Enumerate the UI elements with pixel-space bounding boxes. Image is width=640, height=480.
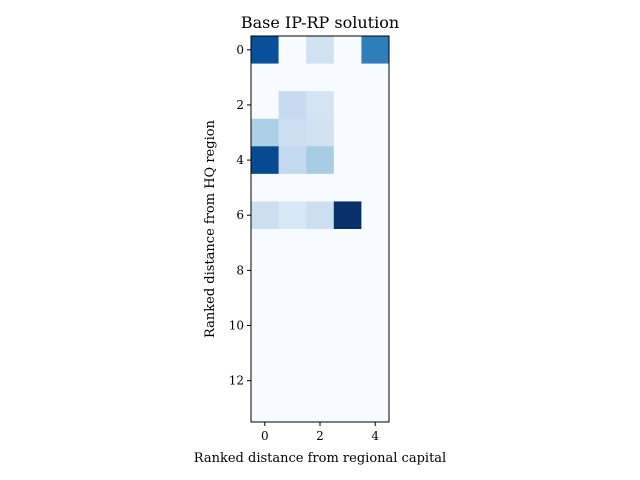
heatmap-cell-r1-c4 [361,63,390,92]
heatmap-cell-r9-c3 [333,284,362,313]
heatmap-cell-r1-c2 [306,63,335,92]
heatmap-cell-r10-c1 [278,311,307,340]
heatmap-cell-r2-c4 [361,91,390,120]
x-axis-ticks: 0 2 4 [261,422,379,443]
x-tick-label: 0 [261,429,269,443]
heatmap-cell-r13-c4 [361,394,390,423]
heatmap-cells [251,36,390,423]
heatmap-cell-r0-c4 [361,36,390,64]
y-axis-label: Ranked distance from HQ region [203,119,218,337]
heatmap-cell-r1-c0 [251,63,279,92]
x-tick-label: 2 [316,429,324,443]
y-tick-label: 10 [229,319,244,333]
heatmap-cell-r10-c3 [333,311,362,340]
heatmap-cell-r8-c2 [306,256,335,285]
y-tick-label: 8 [236,263,244,277]
heatmap-cell-r8-c0 [251,256,279,285]
chart-title: Base IP-RP solution [241,13,399,32]
heatmap-cell-r9-c2 [306,284,335,313]
heatmap-cell-r0-c3 [333,36,362,64]
heatmap-cell-r5-c3 [333,173,362,202]
heatmap-cell-r2-c3 [333,91,362,120]
heatmap-cell-r0-c1 [278,36,307,64]
heatmap-cell-r7-c3 [333,229,362,257]
heatmap-cell-r3-c1 [278,118,307,147]
heatmap-cell-r6-c3 [333,201,362,230]
heatmap-cell-r3-c3 [333,118,362,147]
heatmap-cell-r5-c0 [251,173,279,202]
heatmap-cell-r11-c0 [251,339,279,368]
heatmap-cell-r5-c2 [306,173,335,202]
heatmap-cell-r1-c3 [333,63,362,92]
y-tick-label: 12 [229,374,244,388]
heatmap-cell-r2-c1 [278,91,307,120]
heatmap-cell-r6-c4 [361,201,390,230]
heatmap-cell-r5-c4 [361,173,390,202]
heatmap-cell-r8-c1 [278,256,307,285]
heatmap-cell-r7-c4 [361,229,390,257]
heatmap-cell-r11-c3 [333,339,362,368]
heatmap-cell-r6-c1 [278,201,307,230]
heatmap-cell-r3-c0 [251,118,279,147]
heatmap-cell-r12-c3 [333,366,362,395]
heatmap-cell-r9-c4 [361,284,390,313]
heatmap-cell-r13-c3 [333,394,362,423]
heatmap-cell-r1-c1 [278,63,307,92]
y-tick-label: 4 [236,153,244,167]
heatmap-cell-r12-c4 [361,366,390,395]
heatmap-cell-r3-c4 [361,118,390,147]
heatmap-cell-r0-c2 [306,36,335,64]
heatmap-cell-r13-c2 [306,394,335,423]
heatmap-cell-r7-c2 [306,229,335,257]
heatmap-cell-r4-c3 [333,146,362,175]
y-tick-label: 0 [236,43,244,57]
heatmap-cell-r2-c0 [251,91,279,120]
y-tick-label: 6 [236,208,244,222]
heatmap-cell-r11-c1 [278,339,307,368]
heatmap-cell-r11-c2 [306,339,335,368]
x-axis-label: Ranked distance from regional capital [194,451,446,466]
heatmap-cell-r2-c2 [306,91,335,120]
heatmap-cell-r13-c1 [278,394,307,423]
y-tick-label: 2 [236,98,244,112]
heatmap-cell-r4-c4 [361,146,390,175]
heatmap-cell-r7-c1 [278,229,307,257]
heatmap-cell-r10-c0 [251,311,279,340]
y-axis-ticks: 0 2 4 6 8 10 12 [229,43,251,388]
heatmap-cell-r6-c0 [251,201,279,230]
heatmap-cell-r13-c0 [251,394,279,423]
heatmap-cell-r4-c1 [278,146,307,175]
heatmap-cell-r9-c0 [251,284,279,313]
x-tick-label: 4 [371,429,379,443]
heatmap-cell-r7-c0 [251,229,279,257]
heatmap-cell-r9-c1 [278,284,307,313]
heatmap-cell-r6-c2 [306,201,335,230]
heatmap-cell-r3-c2 [306,118,335,147]
heatmap-cell-r11-c4 [361,339,390,368]
heatmap-cell-r10-c2 [306,311,335,340]
heatmap-cell-r8-c3 [333,256,362,285]
heatmap-cell-r5-c1 [278,173,307,202]
heatmap-cell-r8-c4 [361,256,390,285]
heatmap-cell-r10-c4 [361,311,390,340]
heatmap-cell-r12-c2 [306,366,335,395]
heatmap-cell-r4-c2 [306,146,335,175]
heatmap-cell-r12-c1 [278,366,307,395]
heatmap-cell-r0-c0 [251,36,279,64]
heatmap-cell-r4-c0 [251,146,279,175]
heatmap-cell-r12-c0 [251,366,279,395]
